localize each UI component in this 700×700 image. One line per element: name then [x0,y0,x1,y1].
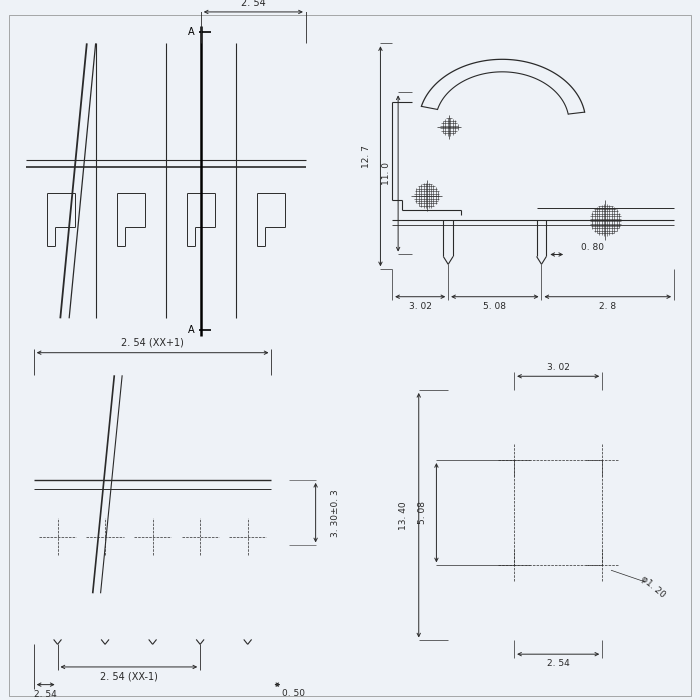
Bar [187,298,215,312]
Bar [255,170,286,188]
Bar [284,430,290,539]
Bar [185,170,216,188]
Text: 5. 08: 5. 08 [483,302,506,311]
Text: 11. 0: 11. 0 [382,162,391,185]
Text: A: A [188,27,195,36]
Text: A: A [188,325,195,335]
Bar [412,102,471,156]
Bar [272,419,284,550]
Text: 13. 40: 13. 40 [398,501,407,529]
Bar [26,43,306,318]
Text: 2. 54: 2. 54 [34,690,57,699]
Text: 3. 02: 3. 02 [547,363,570,372]
Bar [47,298,75,312]
Bar [46,386,70,447]
Bar [102,594,109,639]
Text: 5. 08: 5. 08 [418,501,427,524]
Bar [34,375,272,594]
Bar [448,390,668,640]
Text: 2. 54: 2. 54 [241,0,266,8]
Text: 0. 80: 0. 80 [581,243,604,252]
Bar [257,298,285,312]
Bar [46,170,77,188]
Bar [54,594,62,639]
Text: 3. 02: 3. 02 [409,302,432,311]
Bar [547,112,591,171]
Bar [556,166,581,186]
Bar [92,386,118,447]
Bar [148,594,157,639]
Text: 2. 54 (XX-1): 2. 54 (XX-1) [100,672,158,682]
Bar [196,594,204,639]
Text: 2. 54: 2. 54 [547,659,570,668]
Bar [235,386,260,447]
Bar [117,298,145,312]
Bar [115,170,146,188]
Bar [188,386,213,447]
Bar [416,136,435,161]
Text: 3. 30±0. 3: 3. 30±0. 3 [331,489,340,536]
Text: 2. 8: 2. 8 [599,302,616,311]
Text: 2. 54 (XX+1): 2. 54 (XX+1) [121,338,184,348]
Text: 12. 7: 12. 7 [362,145,371,168]
Bar [140,386,165,447]
Text: φ1. 20: φ1. 20 [639,574,667,600]
Text: 0. 50: 0. 50 [281,689,304,698]
Bar [244,594,251,639]
Bar [392,43,682,270]
Bar [652,63,674,141]
